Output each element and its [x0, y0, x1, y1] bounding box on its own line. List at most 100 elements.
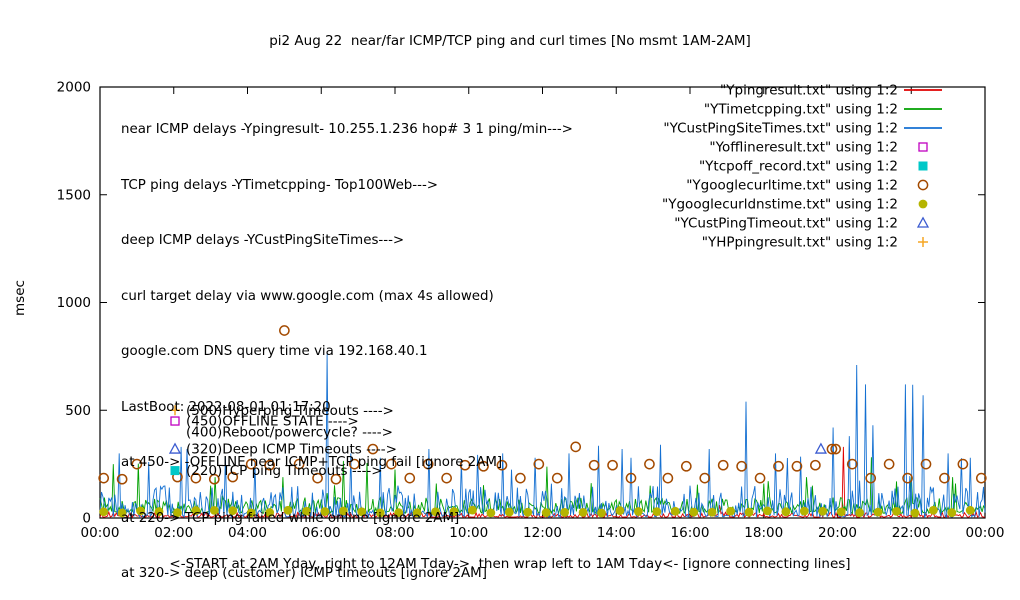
data-point-Ygooglecurldnstime.txt: [154, 507, 164, 516]
data-point-Ygooglecurltime.txt: [865, 472, 877, 484]
data-point-Ygooglecurltime.txt: [662, 472, 674, 484]
data-point-Ygooglecurldnstime.txt: [338, 506, 348, 516]
level-annotation: (500)Hyperping Timeouts ---->: [186, 403, 394, 419]
data-point-Ygooglecurltime.txt: [279, 325, 290, 336]
data-point-Ygooglecurldnstime.txt: [117, 508, 127, 518]
data-point-Ygooglecurldnstime.txt: [763, 506, 772, 516]
data-point-Ygooglecurldnstime.txt: [412, 508, 422, 518]
data-point-Ygooglecurldnstime.txt: [302, 506, 311, 516]
data-point-Ygooglecurltime.txt: [190, 472, 202, 484]
level-annotation: (400)Reboot/powercycle? ---->: [186, 424, 393, 440]
data-point-Ygooglecurltime.txt: [607, 459, 618, 471]
annotation-line: TCP ping delays -YTimetcpping- Top100Web…: [121, 177, 439, 193]
data-point-Ygooglecurldnstime.txt: [173, 508, 182, 518]
data-point-Ygooglecurltime.txt: [699, 472, 711, 484]
level-marker: [170, 405, 180, 416]
data-point-Ygooglecurldnstime.txt: [689, 507, 699, 517]
data-point-Ygooglecurltime.txt: [330, 473, 342, 485]
data-point-Ygooglecurltime.txt: [245, 458, 257, 470]
data-point-Ygooglecurltime.txt: [349, 458, 360, 470]
data-point-Ygooglecurltime.txt: [515, 472, 526, 484]
data-point-Ygooglecurltime.txt: [754, 472, 766, 484]
legend-label: "Yofflineresult.txt" using 1:2: [709, 140, 898, 156]
legend-label: "YCustPingSiteTimes.txt" using 1:2: [663, 121, 898, 137]
data-point-Ygooglecurltime.txt: [975, 472, 987, 484]
data-point-Ygooglecurltime.txt: [367, 443, 379, 455]
data-point-Ygooglecurldnstime.txt: [375, 508, 385, 518]
data-point-Ygooglecurldnstime.txt: [892, 506, 901, 516]
data-point-Ygooglecurldnstime.txt: [781, 507, 791, 517]
legend-marker: [918, 161, 928, 171]
x-tick-label: 22:00: [892, 525, 931, 541]
data-point-Ygooglecurldnstime.txt: [541, 508, 551, 518]
annotation-line: near ICMP delays -Ypingresult- 10.255.1.…: [121, 122, 573, 137]
data-point-Ygooglecurldnstime.txt: [209, 505, 219, 515]
y-tick-label: 2000: [57, 80, 91, 96]
legend-label: "Ygooglecurldnstime.txt" using 1:2: [662, 197, 898, 213]
data-point-Ygooglecurldnstime.txt: [597, 508, 606, 518]
annotation-line: deep ICMP delays -YCustPingSiteTimes--->: [121, 233, 405, 248]
data-point-Ygooglecurltime.txt: [939, 472, 950, 484]
x-tick-label: 04:00: [228, 525, 267, 541]
legend-marker: [918, 142, 928, 152]
legend-marker: [918, 199, 928, 209]
data-point-Ygooglecurltime.txt: [441, 472, 452, 484]
data-point-Ygooglecurltime.txt: [717, 459, 729, 471]
data-point-Ygooglecurltime.txt: [533, 458, 545, 470]
data-point-Ygooglecurltime.txt: [551, 472, 563, 484]
level-annotation: (320)Deep ICMP Timeouts ---->: [186, 442, 397, 458]
data-point-Ygooglecurldnstime.txt: [965, 505, 975, 515]
data-point-Ygooglecurldnstime.txt: [191, 506, 201, 515]
annotation-line: LastBoot: 2022-08-01 01:17:20: [121, 399, 331, 415]
x-tick-label: 18:00: [744, 525, 783, 541]
series-line-YTimetcpping.txt: [99, 457, 986, 515]
data-point-Ygooglecurltime.txt: [826, 443, 838, 455]
data-point-Ygooglecurltime.txt: [98, 472, 110, 484]
annotation-line: curl target delay via www.google.com (ma…: [121, 288, 494, 304]
data-point-Ygooglecurltime.txt: [957, 458, 969, 470]
data-point-Ygooglecurldnstime.txt: [928, 505, 938, 515]
y-tick-label: 1000: [57, 295, 91, 311]
data-point-Ygooglecurltime.txt: [293, 458, 305, 470]
data-point-Ygooglecurltime.txt: [791, 460, 803, 472]
data-point-Ygooglecurltime.txt: [422, 458, 434, 470]
data-point-Ygooglecurldnstime.txt: [707, 507, 717, 517]
data-point-Ygooglecurltime.txt: [496, 459, 508, 471]
data-point-Ygooglecurldnstime.txt: [265, 508, 275, 517]
x-tick-label: 12:00: [523, 525, 562, 541]
data-point-Ygooglecurltime.txt: [478, 460, 489, 472]
data-point-Ygooglecurldnstime.txt: [320, 507, 330, 516]
legend-marker: [917, 179, 929, 191]
level-marker: [168, 442, 182, 454]
x-tick-label: 10:00: [449, 525, 488, 541]
annotation-line: at 320-> deep (customer) ICMP timeouts […: [121, 566, 487, 581]
data-point-Ygooglecurldnstime.txt: [818, 506, 828, 516]
data-point-Ygooglecurldnstime.txt: [283, 505, 293, 515]
data-point-Ygooglecurltime.txt: [680, 460, 692, 472]
data-point-Ygooglecurldnstime.txt: [615, 506, 625, 515]
data-point-Ygooglecurldnstime.txt: [799, 506, 809, 516]
data-point-Ygooglecurldnstime.txt: [726, 506, 735, 516]
legend-label: "YHPpingresult.txt" using 1:2: [702, 235, 898, 251]
legend-label: "YCustPingTimeout.txt" using 1:2: [674, 216, 898, 232]
level-marker: [170, 466, 180, 476]
data-point-YCustPingTimeout.txt: [814, 442, 827, 454]
data-point-Ygooglecurltime.txt: [131, 458, 143, 470]
data-point-Ygooglecurldnstime.txt: [560, 508, 570, 517]
data-point-Ygooglecurltime.txt: [588, 459, 600, 471]
data-point-Ygooglecurldnstime.txt: [744, 507, 754, 517]
level-annotation: (220)TCP ping Timeouts ---->: [186, 463, 383, 479]
data-point-Ygooglecurltime.txt: [404, 472, 416, 484]
data-point-Ygooglecurltime.txt: [227, 471, 239, 483]
legend-label: "Ygooglecurltime.txt" using 1:2: [686, 178, 898, 194]
data-point-Ygooglecurldnstime.txt: [431, 507, 440, 517]
data-point-Ygooglecurldnstime.txt: [468, 505, 477, 515]
legend-label: "YTimetcpping.txt" using 1:2: [704, 102, 898, 118]
x-tick-label: 08:00: [376, 525, 415, 541]
data-point-Ygooglecurltime.txt: [810, 459, 821, 471]
legend-label: "Ypingresult.txt" using 1:2: [720, 83, 898, 99]
data-point-Ygooglecurldnstime.txt: [633, 507, 643, 516]
x-tick-label: 20:00: [818, 525, 857, 541]
y-tick-label: 1500: [57, 187, 91, 203]
